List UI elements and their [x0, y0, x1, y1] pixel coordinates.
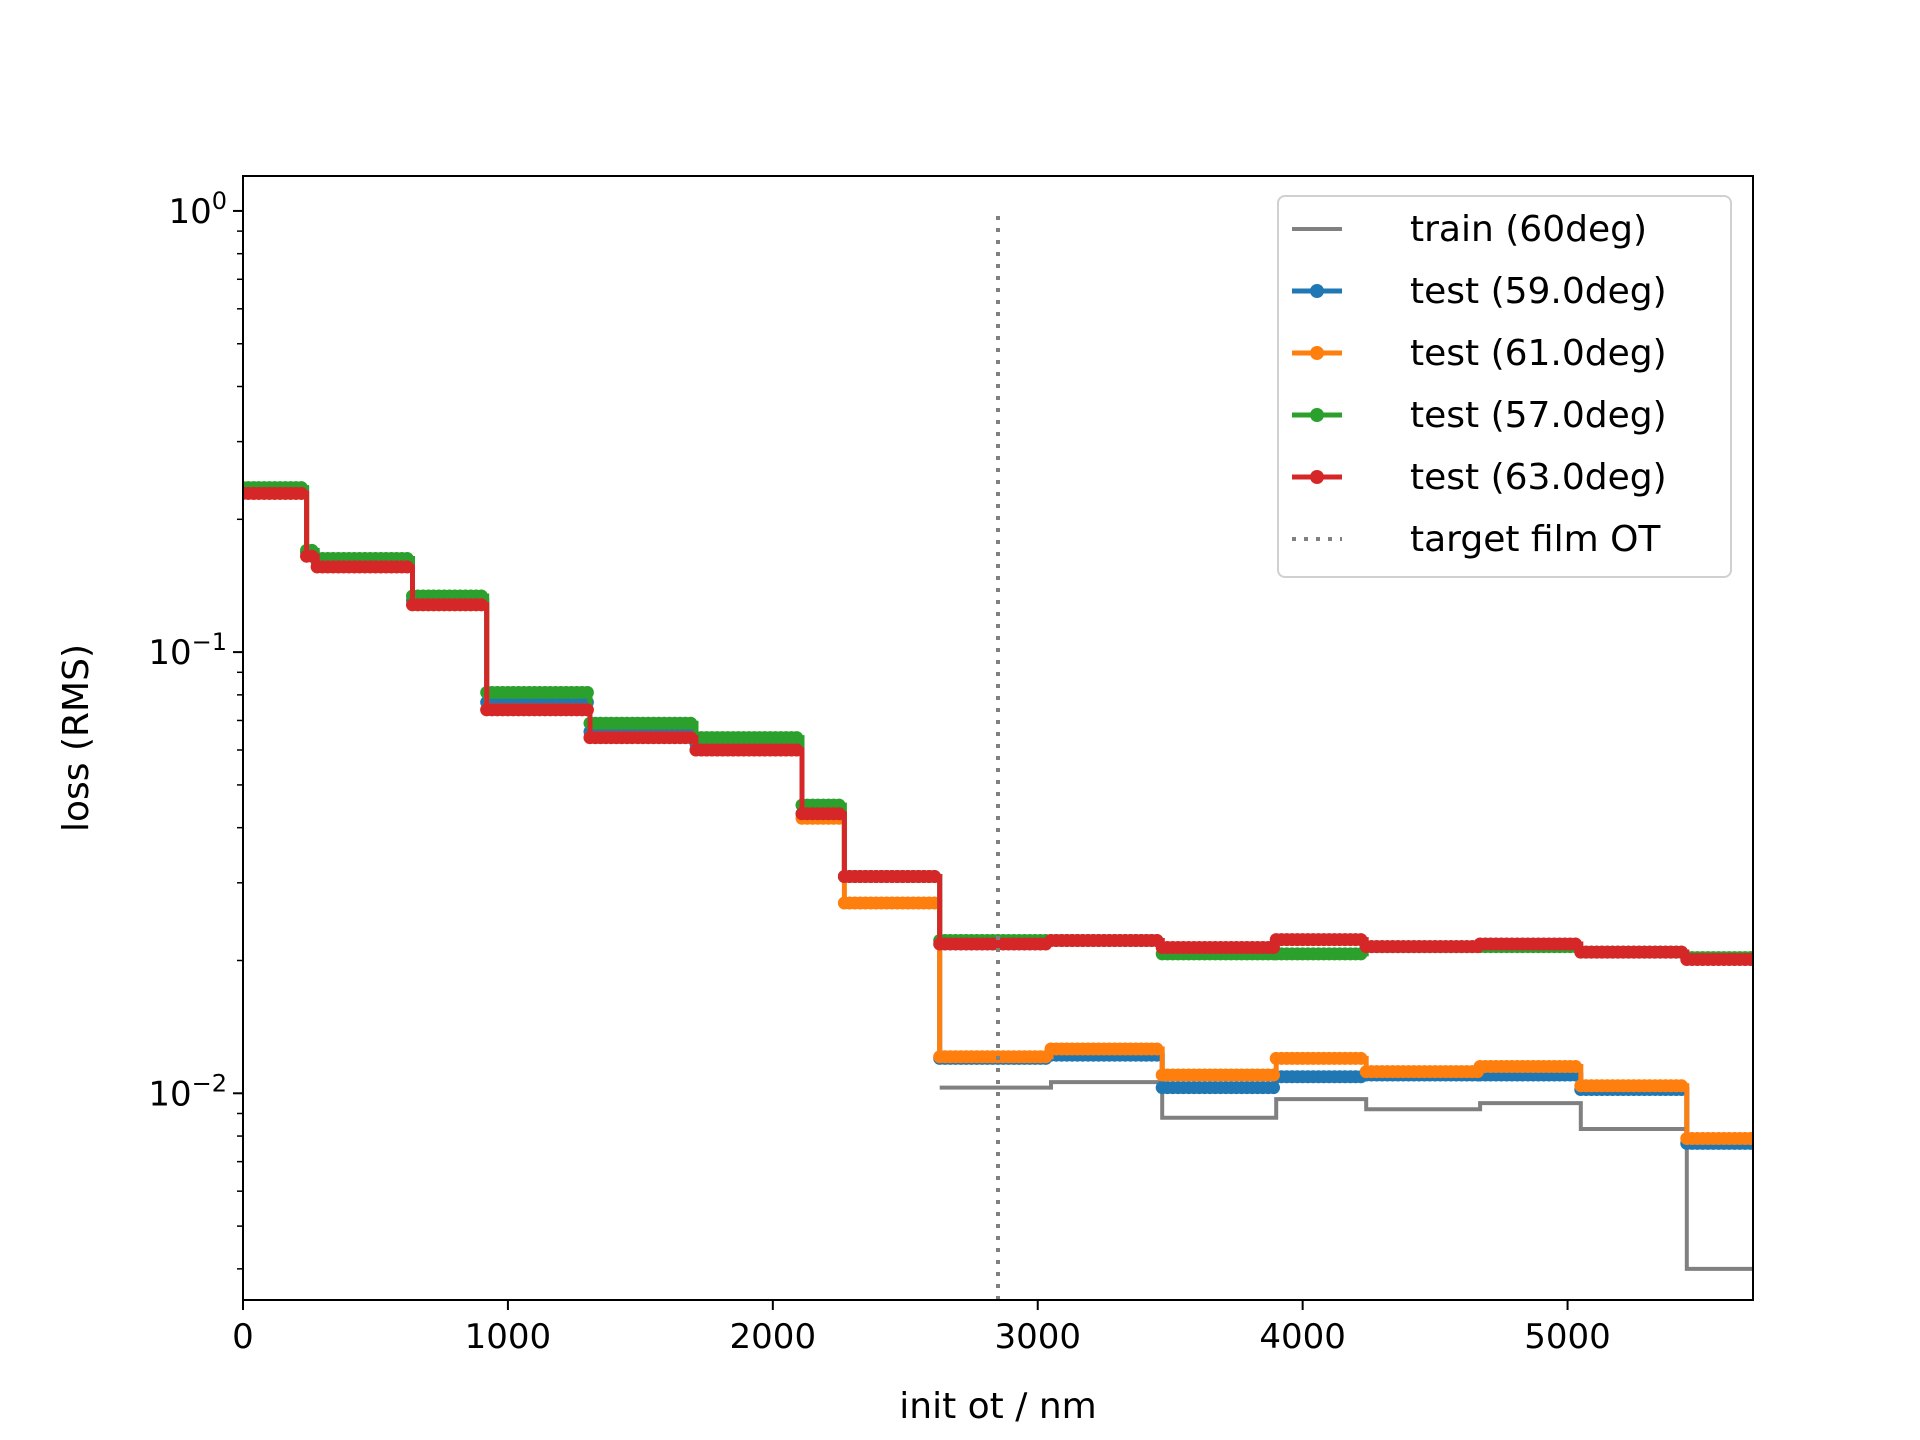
legend-label: test (57.0deg) [1410, 395, 1667, 436]
legend-entry: train (60deg) [1292, 209, 1647, 250]
series-point [684, 731, 698, 745]
x-axis-ticks: 0 1000 2000 3000 4000 5000 [232, 1300, 1611, 1357]
legend-label: train (60deg) [1410, 209, 1647, 250]
y-tick-label: 10−2 [148, 1069, 227, 1114]
x-axis-label: init ot / nm [899, 1386, 1096, 1427]
x-tick-label: 2000 [730, 1317, 817, 1357]
legend-marker [1310, 346, 1324, 360]
legend-marker [1310, 408, 1324, 422]
series-point [294, 486, 308, 500]
legend-marker [1310, 284, 1324, 298]
series-point [305, 549, 319, 563]
series-point [684, 716, 698, 730]
x-tick-label: 1000 [465, 1317, 552, 1357]
series-point [1675, 1079, 1688, 1093]
series-point [790, 731, 804, 745]
legend: train (60deg) test (59.0deg) test (61.0deg… [1277, 195, 1732, 578]
series-point [1267, 1081, 1280, 1095]
legend-entry: target film OT [1292, 519, 1661, 560]
legend-entry: test (59.0deg) [1292, 271, 1667, 312]
x-tick-label: 3000 [994, 1317, 1081, 1357]
series-point [1354, 1051, 1368, 1065]
legend-entry: test (63.0deg) [1292, 457, 1667, 498]
series-point [400, 560, 414, 574]
series-line [939, 1080, 1753, 1271]
series-point [580, 703, 594, 717]
series-layer [243, 481, 1753, 1271]
y-tick-label: 100 [168, 187, 227, 232]
y-axis-ticks: 100 10−1 10−2 [148, 187, 243, 1270]
series-point [1743, 1132, 1753, 1145]
x-tick-label: 4000 [1259, 1317, 1346, 1357]
legend-label: test (61.0deg) [1410, 333, 1667, 374]
y-tick-label: 10−1 [148, 628, 227, 673]
x-tick-label: 0 [232, 1317, 254, 1357]
series-point [474, 598, 488, 612]
series-point [1743, 953, 1753, 966]
legend-frame [1277, 195, 1732, 578]
x-tick-label: 5000 [1524, 1317, 1611, 1357]
series-point [790, 743, 804, 757]
plot-frame [242, 175, 1754, 1301]
series-point [1267, 1068, 1280, 1082]
series-4 [243, 486, 1753, 966]
legend-label: test (63.0deg) [1410, 457, 1667, 498]
legend-label: target film OT [1410, 519, 1661, 560]
legend-entry: test (57.0deg) [1292, 395, 1667, 436]
legend-entry: test (61.0deg) [1292, 333, 1667, 374]
series-point [832, 807, 846, 821]
series-point [1569, 1060, 1582, 1073]
y-axis-label: loss (RMS) [56, 644, 97, 832]
series-point [1150, 1042, 1164, 1056]
series-0 [939, 1080, 1753, 1271]
series-point [580, 686, 594, 699]
legend-label: test (59.0deg) [1410, 271, 1667, 312]
series-point [927, 870, 941, 883]
legend-marker [1310, 470, 1324, 484]
